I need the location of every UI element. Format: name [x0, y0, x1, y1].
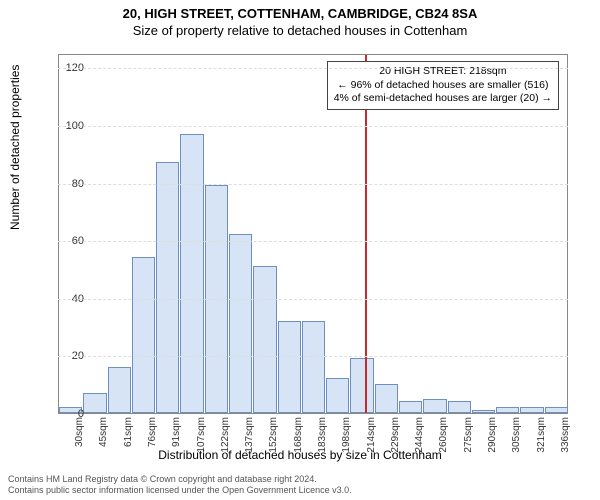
x-tick-label: 30sqm [74, 417, 85, 447]
histogram-bar [472, 410, 495, 413]
y-axis-label: Number of detached properties [8, 65, 22, 230]
histogram-bar [83, 393, 106, 413]
x-axis-label: Distribution of detached houses by size … [0, 448, 600, 462]
gridline [58, 184, 568, 185]
x-tick-label: 91sqm [171, 417, 182, 447]
histogram-bar [132, 257, 155, 413]
histogram-bar [302, 321, 325, 413]
footer-line1: Contains HM Land Registry data © Crown c… [8, 474, 352, 485]
y-tick-label: 0 [54, 408, 84, 420]
histogram-bar [156, 162, 179, 413]
x-tick-label: 76sqm [147, 417, 158, 447]
x-tick-label: 61sqm [123, 417, 134, 447]
histogram-bar [326, 378, 349, 413]
annotation-line: 20 HIGH STREET: 218sqm [334, 65, 552, 79]
histogram-bar [448, 401, 471, 413]
chart-plot-area: 30sqm45sqm61sqm76sqm91sqm107sqm122sqm137… [58, 54, 568, 414]
histogram-bar [496, 407, 519, 413]
annotation-line: 4% of semi-detached houses are larger (2… [334, 92, 552, 106]
histogram-bar [399, 401, 422, 413]
histogram-bar [545, 407, 568, 413]
histogram-bar [375, 384, 398, 413]
histogram-bar [350, 358, 373, 413]
chart-title: 20, HIGH STREET, COTTENHAM, CAMBRIDGE, C… [0, 6, 600, 21]
gridline [58, 241, 568, 242]
histogram-bar [423, 399, 446, 413]
gridline [58, 356, 568, 357]
chart-subtitle: Size of property relative to detached ho… [0, 23, 600, 38]
footer-attribution: Contains HM Land Registry data © Crown c… [8, 474, 352, 496]
histogram-bar [229, 234, 252, 413]
histogram-bar [253, 266, 276, 413]
gridline [58, 299, 568, 300]
x-tick-label: 45sqm [98, 417, 109, 447]
annotation-line: ← 96% of detached houses are smaller (51… [334, 79, 552, 93]
gridline [58, 126, 568, 127]
histogram-bar [180, 134, 203, 413]
histogram-bar [108, 367, 131, 413]
gridline [58, 68, 568, 69]
footer-line2: Contains public sector information licen… [8, 485, 352, 496]
histogram-bar [520, 407, 543, 413]
histogram-bar [278, 321, 301, 413]
